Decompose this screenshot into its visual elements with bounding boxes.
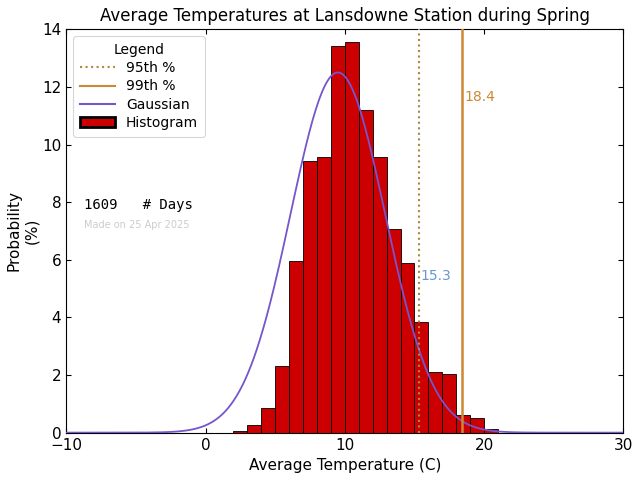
Bar xyxy=(456,415,470,432)
Bar xyxy=(247,425,261,432)
Bar xyxy=(442,373,456,432)
Y-axis label: Probability
(%): Probability (%) xyxy=(7,191,39,272)
Bar xyxy=(470,418,484,432)
Bar xyxy=(317,157,331,432)
Bar xyxy=(345,42,359,432)
Bar xyxy=(415,322,428,432)
Bar xyxy=(289,261,303,432)
Bar xyxy=(275,366,289,432)
Text: Made on 25 Apr 2025: Made on 25 Apr 2025 xyxy=(84,220,189,230)
X-axis label: Average Temperature (C): Average Temperature (C) xyxy=(248,458,441,473)
Bar xyxy=(234,431,247,432)
Text: 15.3: 15.3 xyxy=(420,269,451,283)
Bar xyxy=(359,110,372,432)
Text: 18.4: 18.4 xyxy=(465,90,495,104)
Bar xyxy=(303,161,317,432)
Bar xyxy=(261,408,275,432)
Bar xyxy=(428,372,442,432)
Bar xyxy=(372,157,387,432)
Text: 1609   # Days: 1609 # Days xyxy=(84,198,193,212)
Bar xyxy=(331,46,345,432)
Legend: 95th %, 99th %, Gaussian, Histogram: 95th %, 99th %, Gaussian, Histogram xyxy=(73,36,205,137)
Bar xyxy=(484,429,498,432)
Title: Average Temperatures at Lansdowne Station during Spring: Average Temperatures at Lansdowne Statio… xyxy=(100,7,590,25)
Bar xyxy=(401,263,415,432)
Bar xyxy=(387,228,401,432)
